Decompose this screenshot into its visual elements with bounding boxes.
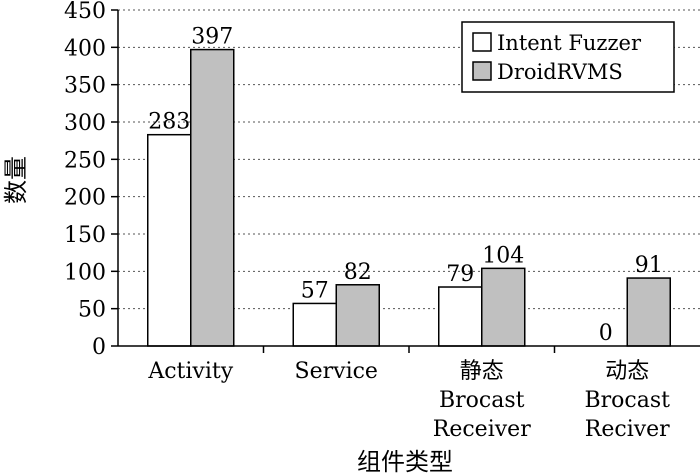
y-tick-label: 400: [64, 36, 106, 61]
data-label: 79: [446, 262, 474, 287]
x-category-label: 动态: [605, 359, 649, 384]
data-label: 104: [482, 243, 524, 268]
y-tick-label: 300: [64, 111, 106, 136]
y-tick-label: 50: [78, 298, 106, 323]
bar: [147, 133, 192, 347]
bars: [147, 48, 671, 347]
y-tick-label: 350: [64, 74, 106, 99]
x-category-label: Reciver: [585, 417, 670, 442]
x-category-label: 静态: [460, 359, 504, 384]
x-category-label: Brocast: [439, 388, 525, 413]
y-tick-label: 450: [64, 0, 106, 24]
y-tick-label: 250: [64, 148, 106, 173]
x-category-labels: Activity Service 静态 Brocast Receiver 动态 Brocas…: [147, 359, 670, 442]
legend-label-droidrvms: DroidRVMS: [497, 60, 623, 84]
x-category-label: Brocast: [585, 388, 671, 413]
bar: [292, 302, 337, 347]
data-label: 82: [344, 260, 372, 285]
data-label: 0: [599, 321, 613, 346]
legend: Intent Fuzzer DroidRVMS: [461, 21, 675, 93]
y-tick-label: 0: [92, 335, 106, 360]
x-category-label: Service: [295, 359, 378, 384]
legend-label-intent-fuzzer: Intent Fuzzer: [497, 31, 642, 55]
y-axis-title: 数量: [2, 156, 30, 204]
x-category-label: Activity: [147, 359, 233, 384]
data-label: 283: [148, 110, 190, 135]
bar: [190, 48, 235, 347]
legend-frame: [461, 21, 675, 93]
y-tick-labels: 0 50 100 150 200 250 300 350 400 450: [64, 0, 106, 360]
bar: [481, 267, 526, 347]
legend-swatch-intent-fuzzer: [472, 32, 492, 52]
y-tick-label: 150: [64, 223, 106, 248]
y-tick-label: 100: [64, 260, 106, 285]
data-label: 397: [191, 25, 233, 50]
x-axis-title: 组件类型: [357, 448, 453, 476]
data-label: 91: [635, 253, 663, 278]
y-tick-label: 200: [64, 186, 106, 211]
bar: [335, 284, 380, 347]
bar: [626, 277, 671, 347]
data-labels: 283 397 57 82 79 104 0 91: [148, 25, 663, 346]
x-category-label: Receiver: [433, 417, 531, 442]
legend-swatch-droidrvms: [472, 61, 492, 81]
bar: [438, 286, 483, 347]
data-label: 57: [301, 278, 329, 303]
axes: [111, 9, 700, 353]
